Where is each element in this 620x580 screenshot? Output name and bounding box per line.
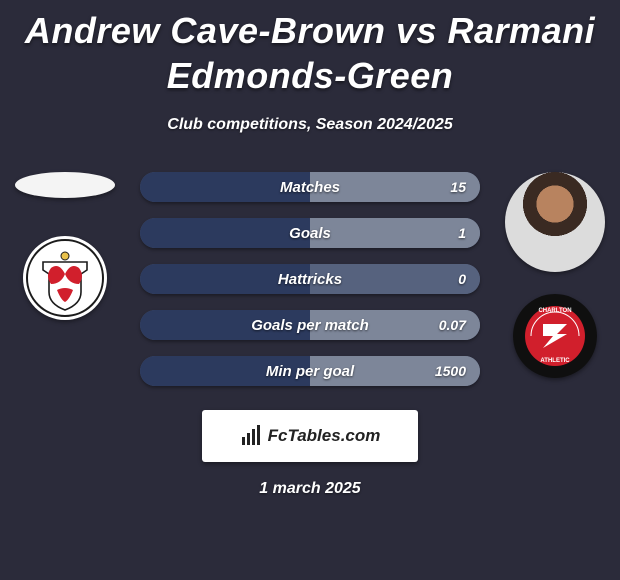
stat-row: Hattricks0 xyxy=(140,264,480,294)
right-club-crest: ATHLETIC CHARLTON xyxy=(513,294,597,378)
svg-text:ATHLETIC: ATHLETIC xyxy=(540,358,570,364)
charlton-athletic-crest-icon: ATHLETIC CHARLTON xyxy=(513,294,597,378)
leyton-orient-crest-icon xyxy=(23,236,107,320)
left-player-column xyxy=(10,172,120,320)
stat-label: Matches xyxy=(140,172,480,202)
stat-row: Goals per match0.07 xyxy=(140,310,480,340)
stat-row: Matches15 xyxy=(140,172,480,202)
stats-list: Matches15 Goals1 Hattricks0 Goals per match… xyxy=(140,172,480,402)
left-player-avatar xyxy=(15,172,115,198)
comparison-card: Andrew Cave-Brown vs Rarmani Edmonds-Gre… xyxy=(0,0,620,580)
left-club-crest xyxy=(23,236,107,320)
stat-row: Goals1 xyxy=(140,218,480,248)
stat-label: Min per goal xyxy=(140,356,480,386)
stat-value-right: 0.07 xyxy=(439,310,466,340)
bar-chart-icon xyxy=(240,425,262,447)
stat-value-right: 1 xyxy=(458,218,466,248)
subtitle: Club competitions, Season 2024/2025 xyxy=(0,116,620,134)
date-text: 1 march 2025 xyxy=(0,480,620,498)
brand-text: FcTables.com xyxy=(268,426,381,446)
page-title: Andrew Cave-Brown vs Rarmani Edmonds-Gre… xyxy=(0,8,620,98)
stat-value-right: 15 xyxy=(450,172,466,202)
stat-label: Goals xyxy=(140,218,480,248)
stat-label: Hattricks xyxy=(140,264,480,294)
svg-text:CHARLTON: CHARLTON xyxy=(538,308,571,314)
stat-label: Goals per match xyxy=(140,310,480,340)
stat-value-right: 1500 xyxy=(435,356,466,386)
comparison-body: ATHLETIC CHARLTON Matches15 Goals1 Hattric… xyxy=(0,172,620,402)
right-player-column: ATHLETIC CHARLTON xyxy=(500,172,610,378)
brand-badge: FcTables.com xyxy=(202,410,418,462)
stat-value-right: 0 xyxy=(458,264,466,294)
stat-row: Min per goal1500 xyxy=(140,356,480,386)
right-player-avatar xyxy=(505,172,605,272)
